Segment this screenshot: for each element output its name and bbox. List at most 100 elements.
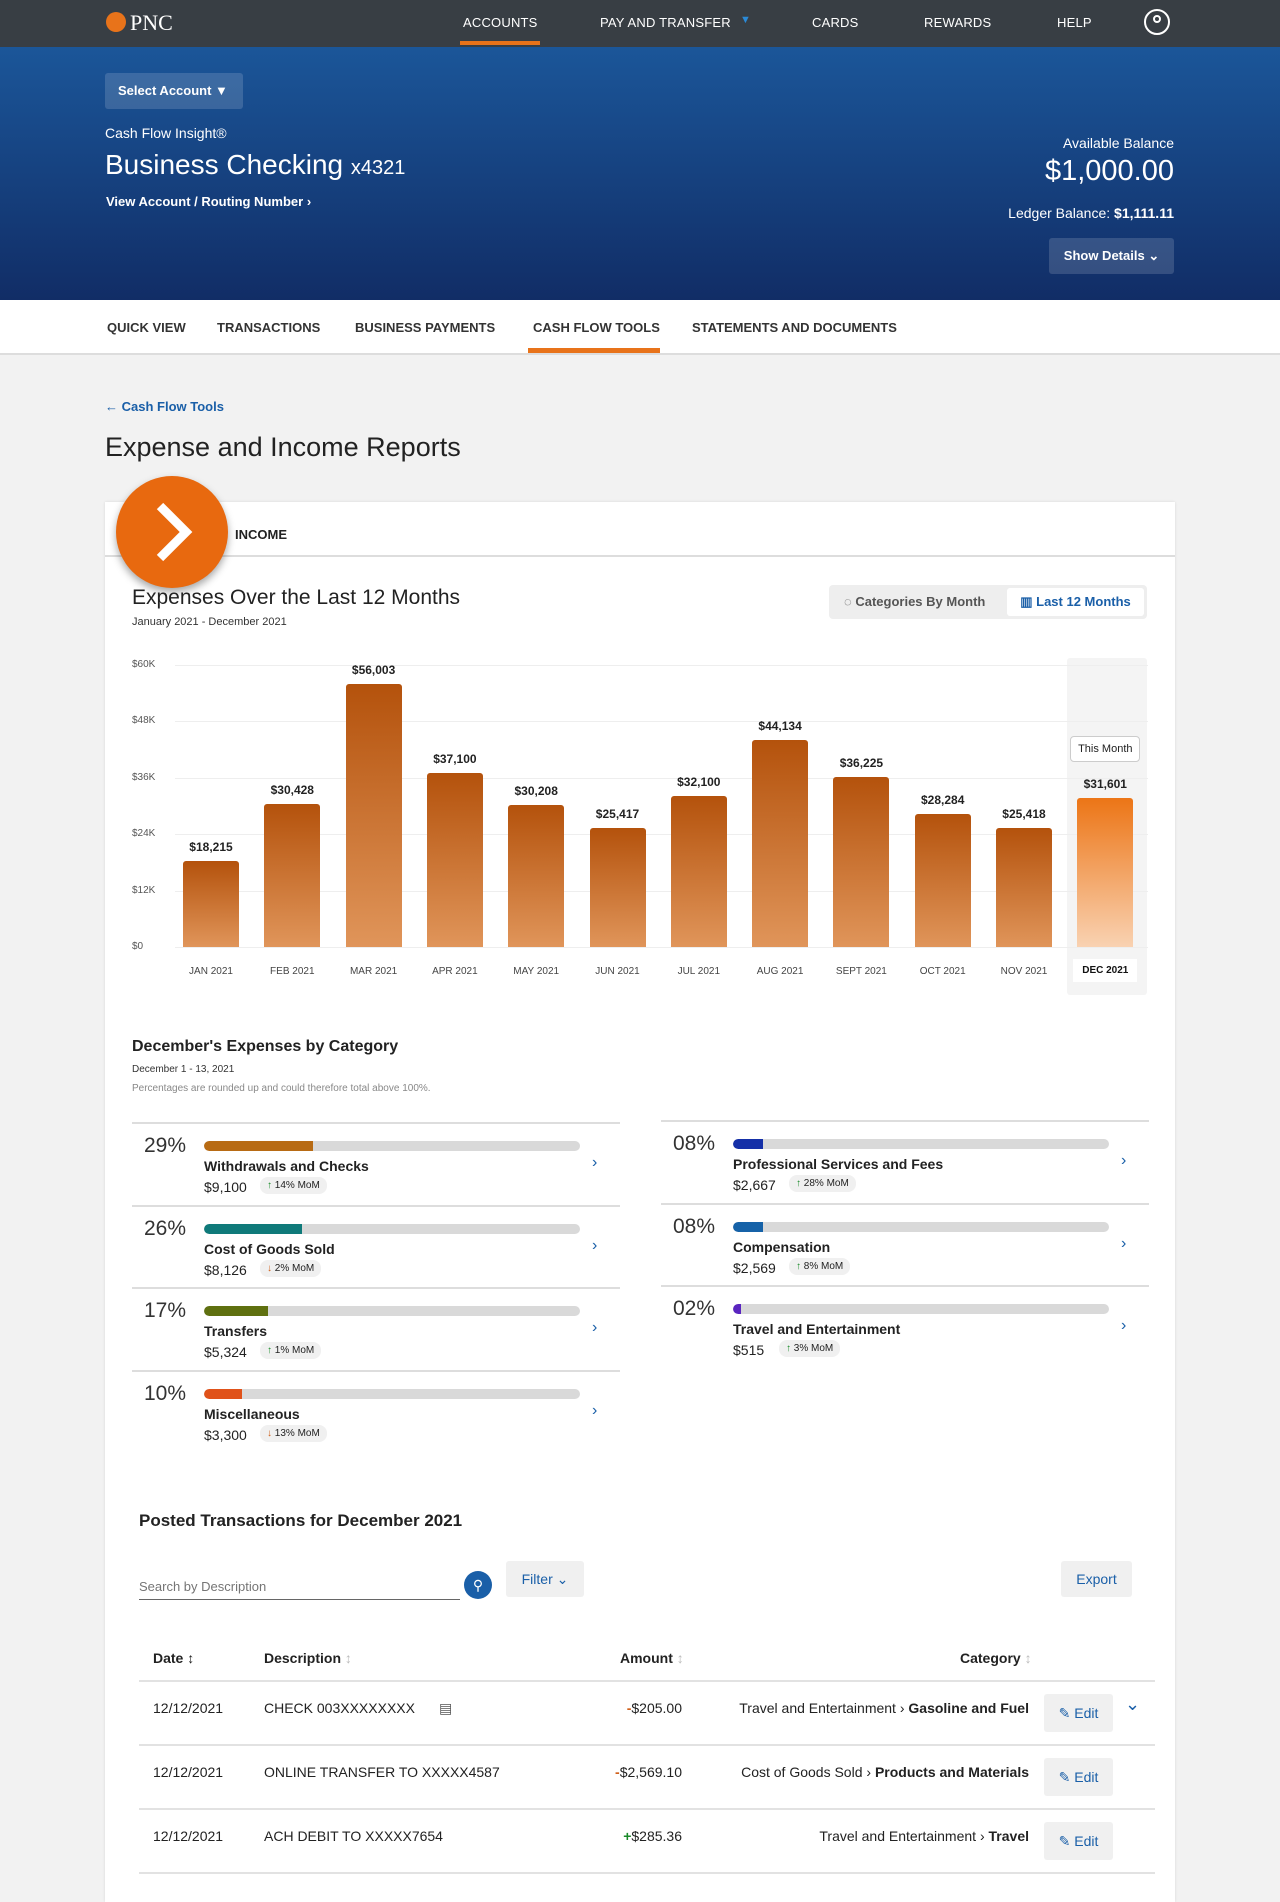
col-amount[interactable]: Amount ↕ bbox=[620, 1650, 684, 1666]
bar-value-label: $37,100 bbox=[433, 751, 477, 766]
bar[interactable] bbox=[264, 803, 321, 947]
chevron-right-icon[interactable]: › bbox=[1121, 1317, 1127, 1334]
category-row[interactable]: 02% Travel and Entertainment $515 ↑ 3% MoM › bbox=[661, 1285, 1149, 1368]
select-account-button[interactable]: Select Account ▼ bbox=[105, 73, 243, 109]
y-tick-label: $12K bbox=[132, 884, 156, 896]
table-row[interactable]: 12/12/2021 ACH DEBIT TO XXXXX7654 +$285.36… bbox=[139, 1810, 1155, 1874]
brand[interactable]: PNC bbox=[130, 10, 173, 35]
category-cell: Cost of Goods Sold › Products and Materi… bbox=[741, 1764, 1029, 1780]
bar[interactable] bbox=[914, 814, 971, 947]
nav-pay-transfer[interactable]: PAY AND TRANSFER bbox=[600, 15, 731, 30]
bar[interactable] bbox=[833, 776, 890, 947]
category-sub: Travel bbox=[988, 1828, 1029, 1844]
category-amount: $8,126 bbox=[204, 1261, 247, 1278]
category-range: December 1 - 13, 2021 bbox=[132, 1064, 235, 1075]
category-row[interactable]: 08% Professional Services and Fees $2,667 ↑… bbox=[661, 1120, 1149, 1203]
category-sub: Products and Materials bbox=[874, 1764, 1029, 1780]
tab-cash-flow-tools[interactable]: CASH FLOW TOOLS bbox=[533, 320, 660, 335]
x-tick-label: DEC 2021 bbox=[1073, 959, 1138, 982]
chevron-right-icon[interactable]: › bbox=[592, 1319, 598, 1336]
view-toggle: ◌ Categories By Month ▥ Last 12 Months bbox=[829, 585, 1147, 619]
mom-badge: ↑ 1% MoM bbox=[260, 1342, 322, 1359]
category-row[interactable]: 08% Compensation $2,569 ↑ 8% MoM › bbox=[661, 1202, 1149, 1286]
table-row[interactable]: 12/12/2021 ONLINE TRANSFER TO XXXXX4587 -$… bbox=[139, 1746, 1155, 1810]
bar[interactable] bbox=[183, 861, 239, 947]
category-percent: 29% bbox=[144, 1134, 187, 1157]
user-profile-icon[interactable] bbox=[1144, 9, 1170, 35]
back-link[interactable]: ← Cash Flow Tools bbox=[105, 399, 224, 414]
amount-value: $205.00 bbox=[631, 1700, 682, 1716]
category-bar-fill bbox=[204, 1223, 302, 1234]
chevron-right-icon[interactable]: › bbox=[592, 1401, 598, 1419]
col-category[interactable]: Category ↕ bbox=[960, 1650, 1032, 1666]
nav-accounts[interactable]: ACCOUNTS bbox=[463, 15, 538, 30]
description-cell: ACH DEBIT TO XXXXX7654 bbox=[264, 1828, 443, 1844]
top-nav: PNC ACCOUNTS PAY AND TRANSFER ▼ CARDS RE… bbox=[0, 0, 1280, 47]
edit-button[interactable]: ✎ Edit bbox=[1044, 1822, 1113, 1860]
bar[interactable] bbox=[508, 805, 565, 947]
x-tick-label: OCT 2021 bbox=[919, 966, 966, 977]
category-amount: $5,324 bbox=[204, 1344, 247, 1360]
col-description[interactable]: Description ↕ bbox=[264, 1650, 352, 1666]
search-input[interactable] bbox=[139, 1574, 460, 1600]
tab-income[interactable]: INCOME bbox=[235, 527, 287, 542]
amount-value: $285.36 bbox=[631, 1828, 682, 1844]
nav-help[interactable]: HELP bbox=[1057, 15, 1092, 30]
col-date[interactable]: Date ↕ bbox=[153, 1650, 195, 1666]
page-title: Expense and Income Reports bbox=[105, 432, 461, 462]
edit-button[interactable]: ✎ Edit bbox=[1044, 1694, 1113, 1732]
category-row[interactable]: 29% Withdrawals and Checks $9,100 ↑ 14% MoM… bbox=[132, 1122, 620, 1205]
toggle-categories-by-month[interactable]: ◌ Categories By Month bbox=[844, 594, 986, 609]
mom-value: 28% MoM bbox=[803, 1178, 849, 1189]
expand-chevron-icon[interactable]: ⌄ bbox=[1125, 1694, 1141, 1714]
show-details-button[interactable]: Show Details ⌄ bbox=[1049, 238, 1174, 274]
chevron-right-icon[interactable]: › bbox=[592, 1154, 598, 1171]
bar[interactable] bbox=[345, 683, 402, 947]
nav-cards[interactable]: CARDS bbox=[812, 15, 859, 30]
bar[interactable] bbox=[426, 772, 483, 947]
tab-quick-view[interactable]: QUICK VIEW bbox=[107, 320, 186, 335]
bar[interactable] bbox=[670, 796, 727, 947]
bar[interactable] bbox=[996, 827, 1052, 947]
category-amount: $3,300 bbox=[204, 1426, 247, 1443]
category-row[interactable]: 26% Cost of Goods Sold $8,126 ↓ 2% MoM › bbox=[132, 1204, 620, 1288]
edit-button[interactable]: ✎ Edit bbox=[1044, 1758, 1113, 1796]
edit-icon: ✎ bbox=[1058, 1833, 1071, 1849]
category-bar bbox=[204, 1141, 580, 1151]
x-tick-label: MAY 2021 bbox=[513, 966, 560, 977]
toggle-last-12-months[interactable]: ▥ Last 12 Months bbox=[1007, 588, 1144, 616]
y-tick-label: $0 bbox=[132, 941, 144, 952]
table-row[interactable]: 12/12/2021 CHECK 003XXXXXXXX ▤ -$205.00 Trav… bbox=[139, 1682, 1155, 1746]
tab-transactions[interactable]: TRANSACTIONS bbox=[217, 320, 321, 335]
amount-sign: - bbox=[626, 1700, 632, 1716]
arrow-down-icon: ↓ bbox=[267, 1427, 275, 1439]
bar[interactable] bbox=[1077, 798, 1134, 947]
search-icon[interactable]: ⚲ bbox=[464, 1571, 492, 1599]
bar-value-label: $56,003 bbox=[351, 662, 396, 677]
category-parent: Cost of Goods Sold bbox=[741, 1764, 863, 1780]
category-title: December's Expenses by Category bbox=[132, 1038, 399, 1055]
category-bar-fill bbox=[204, 1388, 242, 1399]
category-bar bbox=[204, 1306, 580, 1316]
y-tick-label: $24K bbox=[132, 828, 156, 840]
filter-button[interactable]: Filter ⌄ bbox=[506, 1561, 584, 1597]
category-row[interactable]: 10% Miscellaneous $3,300 ↓ 13% MoM › bbox=[132, 1369, 620, 1453]
view-account-link[interactable]: View Account / Routing Number › bbox=[106, 194, 311, 209]
category-sub: Gasoline and Fuel bbox=[908, 1700, 1029, 1716]
category-percent: 08% bbox=[673, 1214, 716, 1238]
edit-label: Edit bbox=[1074, 1769, 1099, 1785]
bar[interactable] bbox=[752, 739, 809, 947]
tab-business-payments[interactable]: BUSINESS PAYMENTS bbox=[355, 320, 496, 335]
category-row[interactable]: 17% Transfers $5,324 ↑ 1% MoM › bbox=[132, 1287, 620, 1370]
this-month-tooltip: This Month bbox=[1070, 736, 1141, 763]
chevron-right-icon[interactable]: › bbox=[592, 1236, 598, 1254]
nav-rewards[interactable]: REWARDS bbox=[924, 15, 992, 30]
chevron-right-icon[interactable]: › bbox=[1121, 1152, 1127, 1169]
bar[interactable] bbox=[589, 827, 646, 947]
mom-badge: ↑ 14% MoM bbox=[260, 1177, 327, 1194]
export-button[interactable]: Export bbox=[1061, 1561, 1132, 1597]
bar-value-label: $44,134 bbox=[758, 718, 802, 733]
next-tab-button[interactable] bbox=[116, 476, 228, 588]
tab-statements[interactable]: STATEMENTS AND DOCUMENTS bbox=[692, 320, 897, 335]
chevron-right-icon[interactable]: › bbox=[1121, 1234, 1127, 1252]
